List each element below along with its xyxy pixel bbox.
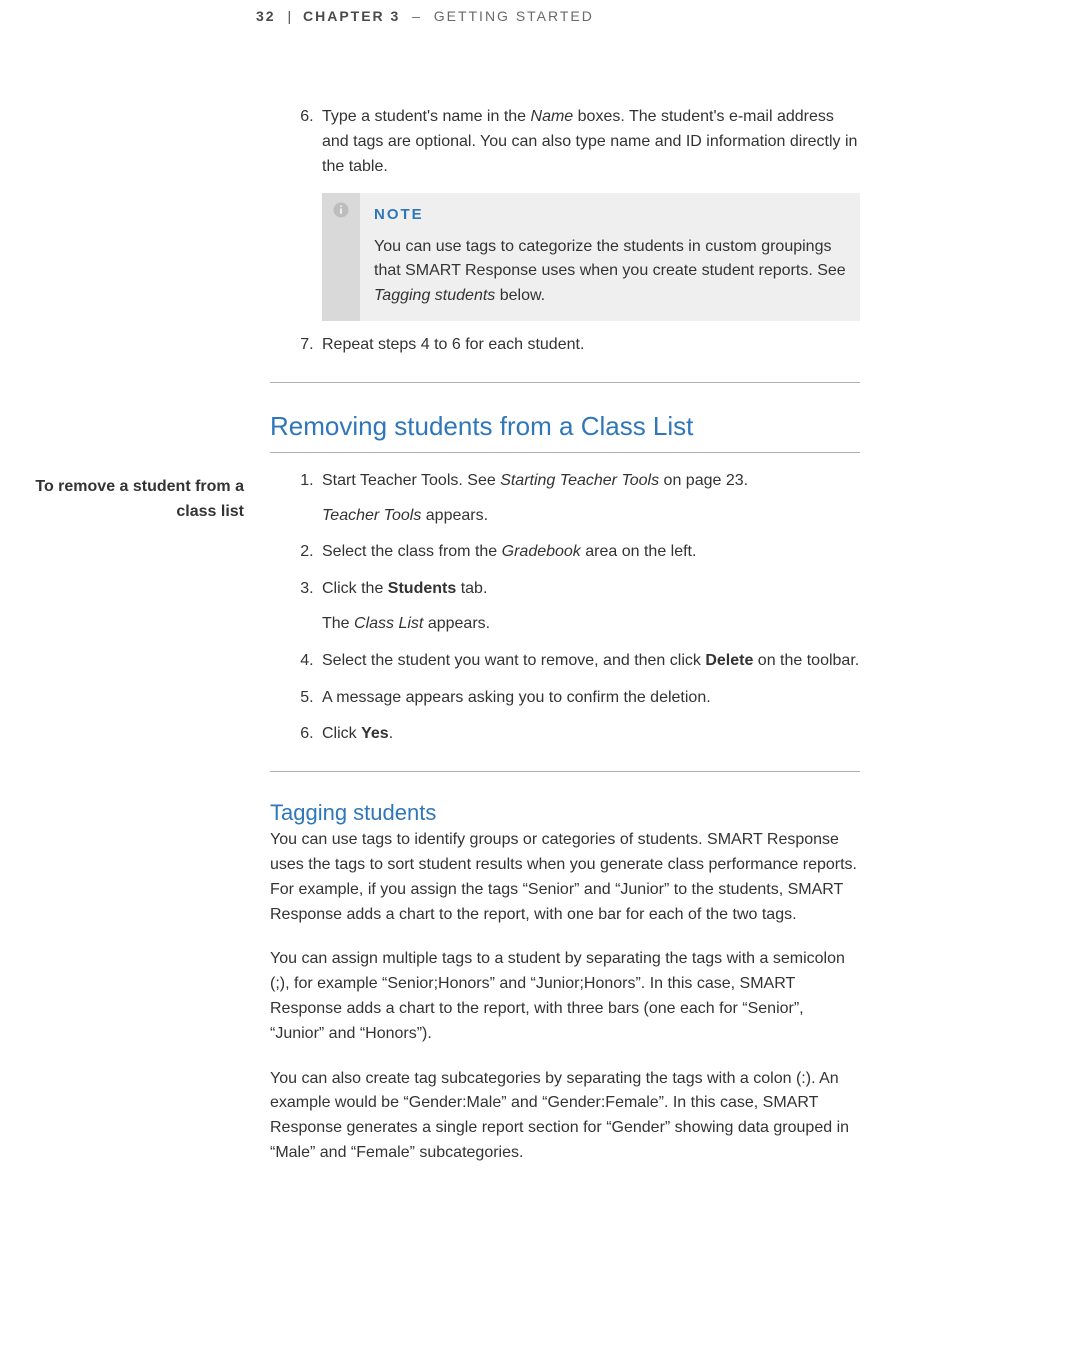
rs5-t1: A message appears asking you to confirm … [322, 689, 711, 706]
page: 32 | CHAPTER 3 – GETTING STARTED Type a … [0, 0, 1075, 1351]
note-title: NOTE [374, 203, 846, 226]
rs6-t2: . [389, 725, 393, 742]
rs3-t2: tab. [456, 580, 487, 597]
tagging-p3: You can also create tag subcategories by… [270, 1067, 860, 1166]
tagging-p1: You can use tags to identify groups or c… [270, 828, 860, 927]
rs1-result: Teacher Tools appears. [322, 504, 860, 529]
top-steps-list: Type a student's name in the Name boxes.… [270, 105, 860, 358]
rs1-result-post: appears. [421, 507, 488, 524]
step-7: Repeat steps 4 to 6 for each student. [318, 333, 860, 358]
remove-step-2: Select the class from the Gradebook area… [318, 540, 860, 565]
rs2-t1: Select the class from the [322, 543, 502, 560]
rs6-t1: Click [322, 725, 361, 742]
step-6: Type a student's name in the Name boxes.… [318, 105, 860, 321]
rs4-t1: Select the student you want to remove, a… [322, 652, 705, 669]
header-separator: | [281, 8, 297, 24]
tagging-p2: You can assign multiple tags to a studen… [270, 947, 860, 1046]
page-number: 32 [256, 8, 276, 24]
running-header: 32 | CHAPTER 3 – GETTING STARTED [256, 8, 594, 24]
remove-step-4: Select the student you want to remove, a… [318, 649, 860, 674]
rs3-t1: Click the [322, 580, 388, 597]
note-text-em: Tagging students [374, 287, 495, 304]
rs3-result-em: Class List [354, 615, 423, 632]
step-6-em: Name [531, 108, 574, 125]
note-box: NOTE You can use tags to categorize the … [322, 193, 860, 321]
margin-note-remove: To remove a student from a class list [4, 475, 244, 525]
heading-tagging: Tagging students [270, 800, 860, 826]
rs4-b: Delete [705, 652, 753, 669]
info-icon [332, 206, 350, 223]
remove-step-5: A message appears asking you to confirm … [318, 686, 860, 711]
divider-1 [270, 382, 860, 383]
rs1-t1: Start Teacher Tools. See [322, 472, 500, 489]
rs6-b: Yes [361, 725, 389, 742]
remove-step-6: Click Yes. [318, 722, 860, 747]
divider-2 [270, 771, 860, 772]
rs3-b: Students [388, 580, 456, 597]
divider-under-heading [270, 452, 860, 453]
rs1-t2: on page 23. [659, 472, 748, 489]
rs2-em: Gradebook [502, 543, 581, 560]
chapter-label: CHAPTER 3 [303, 8, 400, 24]
rs3-result: The Class List appears. [322, 612, 860, 637]
note-text: You can use tags to categorize the stude… [374, 235, 846, 309]
note-text-pre: You can use tags to categorize the stude… [374, 238, 846, 280]
rs4-t2: on the toolbar. [753, 652, 859, 669]
rs3-result-pre: The [322, 615, 354, 632]
note-body: NOTE You can use tags to categorize the … [360, 193, 860, 321]
remove-step-3: Click the Students tab. The Class List a… [318, 577, 860, 637]
header-dash-char: – [412, 8, 422, 24]
remove-steps-list: Start Teacher Tools. See Starting Teache… [270, 469, 860, 747]
rs1-result-em: Teacher Tools [322, 507, 421, 524]
remove-step-1: Start Teacher Tools. See Starting Teache… [318, 469, 860, 529]
section-label-text: GETTING STARTED [434, 8, 594, 24]
heading-removing: Removing students from a Class List [270, 411, 860, 442]
step-7-text: Repeat steps 4 to 6 for each student. [322, 336, 584, 353]
rs3-result-post: appears. [423, 615, 490, 632]
rs2-t2: area on the left. [581, 543, 697, 560]
step-6-text-pre: Type a student's name in the [322, 108, 531, 125]
rs1-em: Starting Teacher Tools [500, 472, 659, 489]
note-icon-col [322, 193, 360, 321]
note-text-post: below. [495, 287, 545, 304]
main-content: Type a student's name in the Name boxes.… [270, 105, 860, 1186]
